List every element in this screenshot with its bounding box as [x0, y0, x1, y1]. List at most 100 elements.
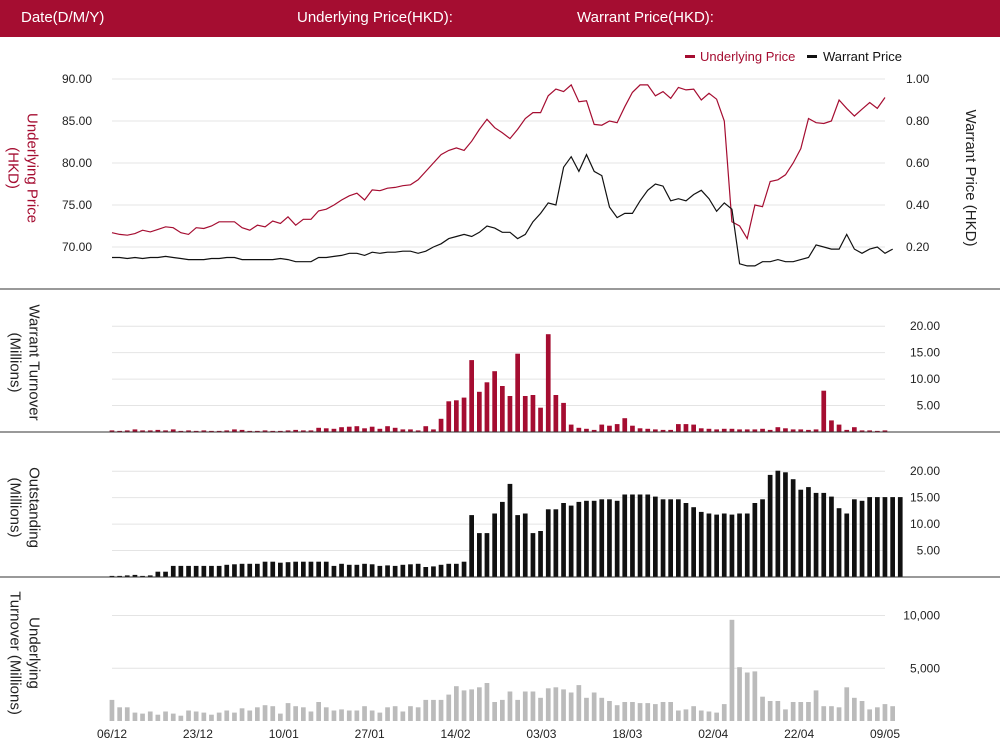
bar: [369, 564, 375, 577]
bar: [706, 428, 712, 432]
bar: [147, 711, 153, 721]
bar: [729, 428, 735, 432]
bar: [867, 709, 872, 721]
bar: [132, 712, 138, 721]
bar: [852, 427, 857, 432]
bar: [767, 474, 773, 577]
bar: [859, 500, 865, 577]
bar: [232, 712, 237, 721]
bar: [561, 689, 566, 721]
bar: [775, 427, 781, 432]
bar: [255, 430, 260, 432]
bar: [522, 396, 528, 432]
bar: [676, 424, 681, 432]
bar: [124, 707, 130, 721]
bar: [423, 567, 429, 577]
y-axis-label-line: Warrant Turnover: [26, 304, 43, 420]
bar: [201, 565, 207, 577]
bar: [285, 562, 291, 577]
bar: [331, 428, 337, 432]
bar: [698, 511, 704, 577]
bar: [484, 533, 490, 577]
bar: [438, 699, 444, 721]
bar: [255, 707, 260, 721]
bar: [660, 499, 666, 577]
bar: [262, 430, 268, 432]
bar: [140, 575, 145, 577]
y-tick-label: 5,000: [910, 661, 940, 675]
bar: [790, 429, 796, 432]
bar: [599, 424, 605, 432]
bar: [239, 563, 245, 577]
bar: [821, 390, 827, 432]
bar: [844, 687, 850, 721]
bar: [515, 699, 520, 721]
x-tick-label: 22/04: [784, 727, 814, 741]
bar: [844, 429, 850, 432]
bar: [408, 564, 413, 577]
bar: [591, 429, 597, 432]
bar: [798, 489, 804, 577]
bar: [500, 501, 505, 577]
bar: [836, 508, 842, 577]
bar: [301, 707, 306, 721]
bar: [561, 503, 566, 577]
bar: [377, 428, 383, 432]
bar: [744, 429, 750, 432]
y-tick-label: 10.00: [910, 517, 940, 531]
bar: [790, 479, 796, 577]
x-tick-label: 06/12: [97, 727, 127, 741]
underlying-price-line: [111, 83, 886, 241]
bar: [882, 497, 888, 577]
bar: [790, 702, 796, 721]
bar: [224, 710, 230, 721]
bar: [576, 685, 582, 721]
bar: [744, 672, 750, 721]
bar: [813, 492, 819, 577]
bar: [323, 561, 329, 577]
bar: [859, 430, 865, 432]
x-tick-label: 14/02: [441, 727, 471, 741]
bar: [599, 499, 605, 577]
bar: [507, 483, 513, 577]
bar: [170, 429, 176, 432]
bar: [545, 334, 551, 432]
y-tick-label: 75.00: [62, 198, 92, 212]
bar: [721, 513, 727, 577]
x-tick-label: 10/01: [269, 727, 299, 741]
bar: [163, 571, 168, 577]
bar: [469, 515, 474, 577]
bar: [346, 564, 352, 577]
bar: [239, 429, 245, 432]
bar: [461, 561, 467, 577]
bar: [852, 499, 857, 577]
price-panel: 70.00 75.00 80.00 85.00 90.00 0.20 0.40 0.60 0.8…: [5, 72, 979, 267]
y-axis-label: Warrant Price (HKD): [962, 110, 979, 247]
y-tick-label: 20.00: [910, 464, 940, 478]
bar: [262, 561, 268, 577]
bar: [331, 565, 337, 577]
legend-swatch-warrant: [807, 55, 817, 58]
y-axis-label-line: (HKD): [5, 147, 22, 189]
bar: [591, 692, 597, 721]
bar: [530, 691, 536, 721]
bar: [729, 514, 735, 577]
bar: [813, 690, 819, 721]
bar: [354, 710, 360, 721]
bar: [308, 430, 314, 432]
bar: [216, 712, 222, 721]
bar: [522, 691, 528, 721]
y-tick-label: 70.00: [62, 240, 92, 254]
bar: [729, 619, 735, 721]
bar: [683, 503, 689, 577]
bar: [461, 397, 467, 432]
bar: [653, 704, 658, 721]
bar: [155, 429, 161, 432]
bar: [454, 400, 459, 432]
bar: [132, 429, 138, 432]
bar: [415, 707, 421, 721]
bar: [193, 565, 199, 577]
bar: [645, 494, 651, 577]
bar: [438, 418, 444, 432]
bar: [806, 429, 811, 432]
